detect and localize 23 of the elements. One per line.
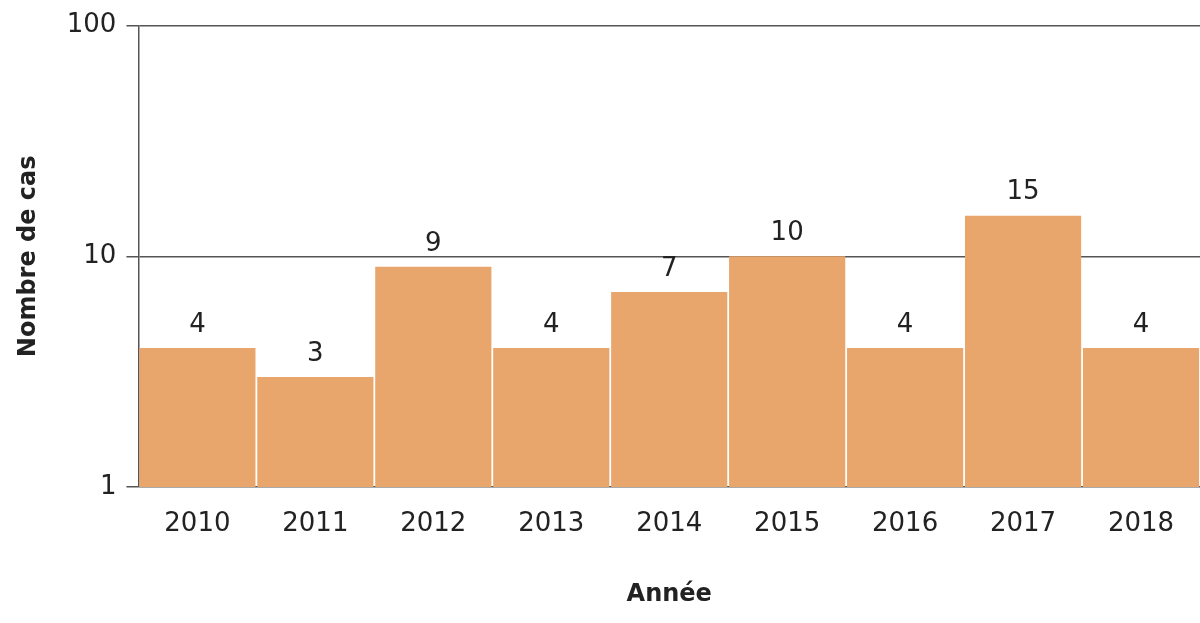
x-tick-label: 2017 bbox=[989, 507, 1057, 538]
x-tick-label: 2013 bbox=[518, 507, 585, 538]
data-label: 15 bbox=[1006, 175, 1040, 206]
data-label: 7 bbox=[660, 251, 678, 282]
x-tick-label: 2016 bbox=[872, 507, 939, 538]
data-label: 9 bbox=[425, 226, 442, 257]
y-tick-label: 1 bbox=[99, 469, 117, 500]
data-label: 4 bbox=[896, 307, 914, 338]
data-label: 4 bbox=[542, 307, 560, 338]
data-label: 10 bbox=[770, 216, 804, 247]
x-tick-label: 2010 bbox=[164, 507, 231, 538]
y-tick-label: 10 bbox=[83, 239, 117, 270]
y-axis-title: Nombre de cas bbox=[12, 155, 41, 358]
x-axis-title: Année bbox=[626, 578, 712, 607]
x-tick-label: 2012 bbox=[400, 507, 467, 538]
data-label: 4 bbox=[1132, 307, 1150, 338]
x-tick-label: 2011 bbox=[282, 507, 349, 538]
x-tick-label: 2018 bbox=[1107, 507, 1175, 538]
data-label: 3 bbox=[307, 336, 324, 367]
data-label: 4 bbox=[189, 307, 206, 338]
x-tick-label: 2014 bbox=[636, 507, 703, 538]
x-tick-label: 2015 bbox=[754, 507, 821, 538]
y-tick-label: 100 bbox=[66, 8, 117, 39]
